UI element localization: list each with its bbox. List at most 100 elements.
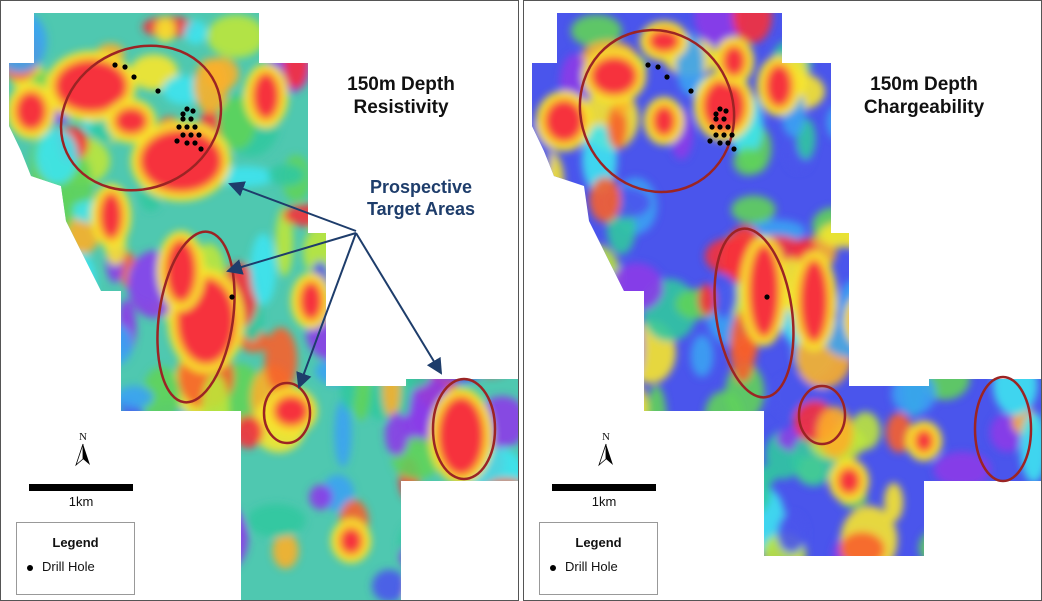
north-arrow-icon xyxy=(75,443,90,467)
anomaly-blob xyxy=(645,385,667,454)
anomaly-blob xyxy=(891,371,936,416)
anomaly-blob xyxy=(776,513,806,553)
anomaly-blob xyxy=(202,504,249,571)
target-area-ellipse xyxy=(797,384,847,446)
anomaly-blob xyxy=(839,531,885,556)
anomaly-core xyxy=(854,303,874,339)
anomaly-blob xyxy=(309,484,333,510)
anomaly-core xyxy=(439,398,483,474)
drill-hole-dot xyxy=(184,124,190,130)
target-area-ellipse xyxy=(973,375,1033,483)
anomaly-blob xyxy=(694,13,743,46)
anomaly-blob xyxy=(422,507,454,575)
anomaly-blob xyxy=(376,288,432,350)
anomaly-blob xyxy=(399,544,422,569)
anomaly-blob xyxy=(90,308,122,366)
anomaly-blob xyxy=(97,399,150,468)
anomaly-blob xyxy=(246,503,306,538)
anomaly-blob xyxy=(532,286,568,350)
anomaly-blob xyxy=(816,406,854,458)
north-arrow: N xyxy=(73,431,93,472)
north-label: N xyxy=(602,431,610,443)
anomaly-core xyxy=(101,194,121,238)
anomaly-blob xyxy=(727,484,749,542)
anomaly-blob xyxy=(1009,521,1033,556)
target-arrow xyxy=(228,181,357,232)
anomaly-blob xyxy=(582,124,617,194)
prospect-line-2: Target Areas xyxy=(366,199,476,219)
anomaly-blob xyxy=(398,522,430,567)
anomaly-blob xyxy=(989,118,1035,191)
anomaly-blob xyxy=(163,430,198,461)
anomaly-blob xyxy=(121,432,151,471)
anomaly-blob xyxy=(135,505,181,556)
anomaly-core xyxy=(301,283,321,319)
drill-hole-dot-icon xyxy=(27,564,33,571)
drill-hole-dot xyxy=(717,106,723,112)
drill-hole-dot xyxy=(664,74,670,80)
anomaly-blob xyxy=(383,221,421,285)
anomaly-blob xyxy=(856,234,905,283)
chargeability-map xyxy=(532,13,1041,556)
title-line-2: Resistivity xyxy=(353,97,449,118)
anomaly-blob xyxy=(532,374,568,413)
anomaly-blob xyxy=(940,144,994,190)
anomaly-blob xyxy=(1015,262,1041,313)
drill-hole-dot xyxy=(196,132,202,138)
drill-hole-dot xyxy=(717,140,723,146)
drill-hole-dot xyxy=(764,294,770,300)
anomaly-blob xyxy=(99,323,133,366)
scale-bar-line xyxy=(552,484,656,491)
drill-hole-dot xyxy=(709,124,715,130)
anomaly-blob xyxy=(454,533,475,574)
anomaly-blob xyxy=(869,186,888,226)
anomaly-blob xyxy=(400,572,439,600)
drill-hole-dot xyxy=(717,124,723,130)
legend-item-label: Drill Hole xyxy=(565,559,618,574)
scale-label: 1km xyxy=(68,494,94,509)
anomaly-blob xyxy=(929,160,952,186)
anomaly-blob xyxy=(290,16,324,55)
anomaly-blob xyxy=(704,390,744,440)
anomaly-blob xyxy=(9,164,30,234)
anomaly-halo xyxy=(850,299,878,343)
anomaly-blob xyxy=(460,290,503,328)
anomaly-blob xyxy=(154,492,202,559)
anomaly-blob xyxy=(938,306,968,330)
anomaly-core xyxy=(916,431,932,451)
anomaly-blob xyxy=(207,15,265,58)
anomaly-blob xyxy=(690,334,714,377)
drill-hole-dot-icon xyxy=(550,564,556,571)
anomaly-core xyxy=(17,93,45,129)
drill-hole-dot xyxy=(655,64,661,70)
resistivity-panel: 150m Depth Resistivity Prospective Targe… xyxy=(0,0,519,601)
target-area-ellipse xyxy=(156,230,236,404)
anomaly-blob xyxy=(568,237,598,282)
anomaly-blob xyxy=(860,253,886,309)
anomaly-blob xyxy=(886,412,913,453)
anomaly-core xyxy=(341,529,361,553)
anomaly-blob xyxy=(488,336,507,359)
anomaly-blob xyxy=(19,449,37,489)
drill-hole-dot xyxy=(188,132,194,138)
anomaly-blob xyxy=(819,221,869,248)
anomaly-blob xyxy=(85,398,122,429)
anomaly-blob xyxy=(155,17,176,43)
anomaly-blob xyxy=(998,527,1016,556)
anomaly-core xyxy=(141,131,221,191)
target-ellipses xyxy=(59,44,497,481)
anomaly-core xyxy=(275,397,307,425)
anomaly-blob xyxy=(431,331,489,384)
anomaly-blob xyxy=(9,419,29,472)
anomaly-blob xyxy=(698,283,716,316)
map-title: 150m Depth Chargeability xyxy=(824,73,1024,119)
anomaly-blob xyxy=(952,18,1010,70)
anomaly-blob xyxy=(532,305,562,358)
anomaly-blob xyxy=(609,262,664,312)
drill-hole-dot xyxy=(176,124,182,130)
anomaly-blob xyxy=(315,356,368,386)
target-arrow xyxy=(355,232,443,375)
anomaly-blob xyxy=(731,195,776,224)
anomaly-core xyxy=(167,241,195,301)
drill-hole-dot xyxy=(731,146,737,152)
